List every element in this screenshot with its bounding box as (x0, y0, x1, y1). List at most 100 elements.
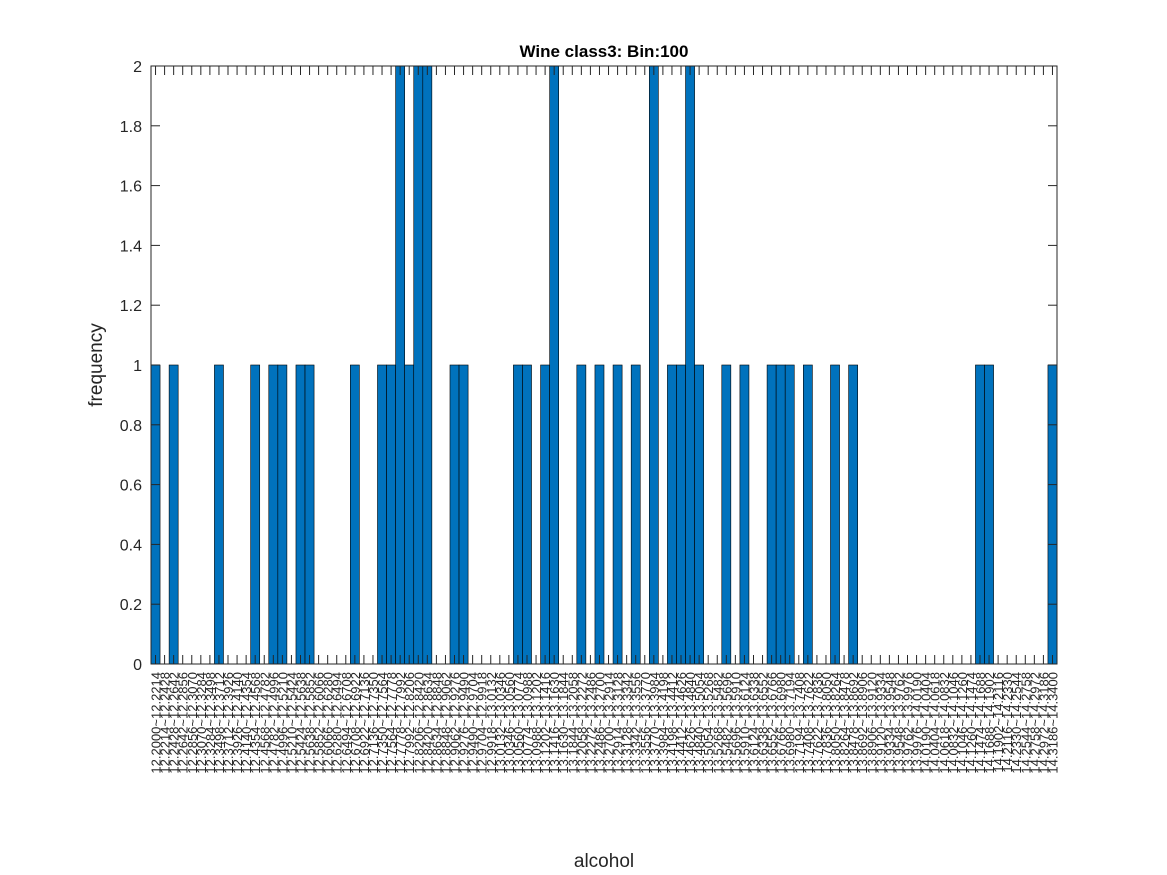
x-tick-label: 13.4626~13.4840 (683, 672, 698, 774)
x-tick-label: 12.9276~12.9490 (457, 672, 472, 774)
x-tick-label: 13.6980~13.7194 (783, 672, 798, 774)
x-tick-label: 12.6922~12.7136 (357, 672, 372, 774)
x-tick-label: 14.1046~14.1260 (955, 672, 970, 774)
x-tick-label: 13.5910~13.6124 (737, 672, 752, 774)
x-tick-label: 13.5054~13.5268 (701, 672, 716, 774)
x-tick-label: 12.2214~12.2428 (158, 672, 173, 774)
bar (685, 65, 695, 665)
x-tick-label: 12.4568~12.4782 (257, 672, 272, 774)
x-tick-label: 13.7622~13.7836 (810, 672, 825, 774)
x-tick-label: 13.3770~13.3984 (647, 672, 662, 774)
x-tick-label: 13.2486~13.2700 (592, 672, 607, 774)
x-tick-label: 12.4996~12.5210 (275, 672, 290, 774)
x-tick-label: 14.1902~14.2116 (991, 672, 1006, 773)
x-tick-label: 14.0618~14.0832 (937, 672, 952, 774)
x-tick-label: 12.7992~12.8206 (402, 672, 417, 774)
x-tick-label: 12.9062~12.9276 (448, 672, 463, 774)
x-tick-label: 13.4840~13.5054 (692, 672, 707, 774)
x-tick-label: 13.3984~13.4198 (656, 672, 671, 774)
chart-title: Wine class3: Bin:100 (520, 42, 689, 61)
x-tick-label: 13.1630~13.1844 (556, 672, 571, 774)
bar (422, 65, 433, 665)
y-tick-label: 0.2 (120, 597, 142, 614)
x-tick-label: 13.6552~13.6766 (765, 672, 780, 774)
x-tick-label: 13.4198~13.4412 (665, 672, 680, 774)
x-tick-label: 13.1416~13.1630 (547, 672, 562, 774)
x-tick-label: 12.8206~12.8420 (411, 672, 426, 774)
x-tick-label: 12.4140~12.4354 (239, 672, 254, 774)
x-tick-label: 13.3556~13.3770 (638, 672, 653, 774)
x-tick-label: 13.1202~13.1416 (538, 672, 553, 774)
bar (277, 364, 288, 665)
x-tick-label: 13.6338~13.6552 (756, 672, 771, 774)
x-tick-label: 12.6280~12.6494 (330, 672, 345, 774)
bar (612, 364, 623, 665)
x-tick-label: 12.9918~13.0132 (484, 672, 499, 774)
x-tick-label: 12.7350~12.7564 (375, 672, 390, 774)
x-tick-label: 12.5210~12.5424 (284, 672, 299, 774)
y-tick-label: 0.6 (120, 478, 142, 495)
bar (648, 65, 659, 665)
bar (295, 364, 306, 665)
bar (395, 65, 405, 665)
x-tick-label: 13.5696~13.5910 (728, 672, 743, 774)
y-tick-label: 0 (133, 657, 142, 674)
x-tick-label: 13.1844~13.2058 (565, 672, 580, 774)
x-tick-label: 12.8848~12.9062 (438, 672, 453, 774)
x-tick-label: 13.9976~14.0190 (910, 672, 925, 774)
bar (676, 364, 686, 665)
x-tick-label: 13.9762~13.9976 (901, 672, 916, 774)
bar (350, 364, 360, 665)
bar (458, 364, 469, 665)
x-tick-label: 13.9334~13.9548 (882, 672, 897, 774)
x-tick-label: 12.6494~12.6708 (339, 672, 354, 774)
x-tick-label: 14.0190~14.0404 (919, 672, 934, 774)
x-tick-label: 13.6124~13.6338 (746, 672, 761, 774)
y-tick-label: 0.4 (120, 537, 142, 554)
x-tick-label: 14.2758~14.2972 (1027, 672, 1042, 774)
x-tick-label: 12.8420~12.8634 (420, 672, 435, 774)
x-tick-label: 13.7836~13.8050 (819, 672, 834, 774)
y-tick-label: 1.8 (120, 119, 142, 136)
x-tick-label: 13.8478~13.8692 (846, 672, 861, 774)
bar (739, 364, 750, 665)
x-tick-label: 14.1474~14.1688 (973, 672, 988, 774)
x-tick-label: 12.2856~12.3070 (185, 672, 200, 774)
x-tick-label: 12.3498~12.3712 (212, 672, 227, 774)
x-tick-label: 12.5638~12.5852 (303, 672, 318, 774)
x-tick-label: 12.2000~12.2214 (149, 672, 164, 774)
y-tick-label: 1.4 (120, 238, 142, 255)
x-tick-label: 13.6766~13.6980 (774, 672, 789, 774)
ticks-group (151, 65, 1057, 665)
x-tick-label: 13.7194~13.7408 (792, 672, 807, 774)
bar (304, 364, 315, 665)
bar (848, 364, 858, 665)
y-tick-label: 0.8 (120, 418, 142, 435)
x-tick-label: 12.9490~12.9704 (466, 672, 481, 774)
x-tick-label: 13.0132~13.0346 (493, 672, 508, 774)
y-tick-label: 1.6 (120, 179, 142, 196)
x-tick-label: 13.3128~13.3342 (620, 672, 635, 774)
bar (250, 364, 261, 665)
bar (540, 364, 550, 665)
bar (268, 364, 279, 665)
x-tick-label: 12.7136~12.7350 (366, 672, 381, 774)
bar (377, 364, 387, 665)
bar (721, 364, 732, 665)
bar (449, 364, 460, 665)
x-tick-label: 14.2544~14.2758 (1018, 672, 1033, 774)
x-tick-label: 14.3186~14.3400 (1045, 672, 1060, 774)
x-tick-label: 12.2642~12.2856 (176, 672, 191, 774)
bar (694, 364, 704, 665)
bar (830, 364, 840, 665)
y-tick-label: 2 (133, 59, 142, 76)
y-tick-label: 1 (133, 358, 142, 375)
x-tick-label: 12.4782~12.4996 (266, 672, 281, 774)
x-tick-label: 13.8050~13.8264 (828, 672, 843, 774)
x-tick-label: 13.5482~13.5696 (719, 672, 734, 774)
x-tick-label: 12.7564~12.7778 (384, 672, 399, 774)
y-tick-label: 1.2 (120, 298, 142, 315)
x-tick-label: 13.2914~13.3128 (611, 672, 626, 774)
x-tick-label: 14.2330~14.2544 (1009, 672, 1024, 774)
